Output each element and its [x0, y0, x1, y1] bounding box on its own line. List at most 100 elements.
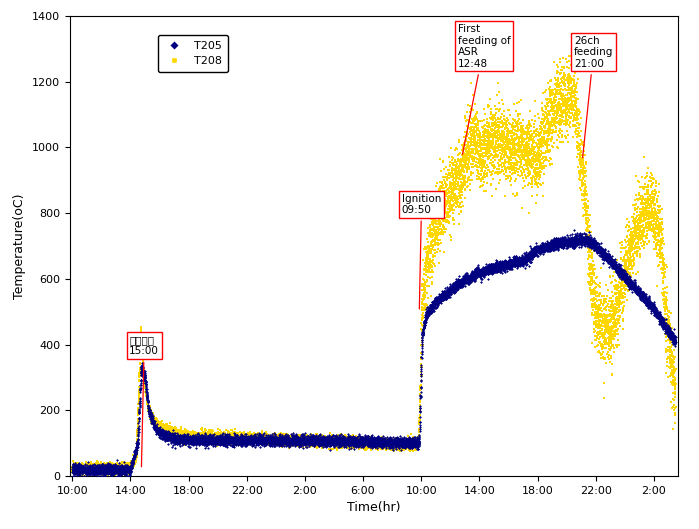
Point [126, 461, 137, 470]
Point [192, 428, 203, 437]
Point [122, 467, 134, 476]
Point [68, 463, 79, 471]
Point [403, 437, 414, 446]
Point [289, 432, 301, 440]
Point [200, 434, 211, 442]
Point [534, 172, 545, 181]
Point [443, 291, 454, 300]
Point [574, 160, 585, 168]
Point [513, 143, 524, 151]
Point [412, 439, 423, 448]
Point [632, 229, 643, 238]
Point [338, 439, 350, 447]
Point [651, 213, 662, 222]
Point [192, 432, 203, 440]
Point [149, 419, 160, 428]
Point [85, 470, 96, 478]
Point [624, 286, 635, 294]
Point [593, 306, 604, 315]
Point [117, 459, 129, 468]
Point [317, 438, 329, 446]
Point [317, 439, 329, 447]
Point [99, 464, 110, 473]
Point [386, 439, 397, 448]
Point [211, 434, 222, 442]
Point [448, 282, 459, 291]
Point [82, 462, 94, 470]
Point [533, 247, 544, 255]
Point [254, 439, 265, 447]
Point [106, 471, 117, 479]
Point [630, 233, 642, 241]
Point [661, 282, 672, 291]
Point [387, 445, 398, 454]
Point [626, 256, 637, 264]
Point [384, 440, 395, 448]
Point [399, 440, 410, 448]
Point [152, 427, 163, 436]
Point [540, 241, 552, 249]
Point [551, 241, 562, 250]
Point [477, 156, 489, 165]
Point [123, 462, 134, 471]
Point [538, 138, 549, 147]
Point [401, 438, 412, 446]
Point [564, 239, 575, 248]
Point [461, 271, 473, 280]
Point [225, 433, 236, 441]
Point [273, 440, 284, 449]
Point [654, 209, 665, 217]
Point [647, 306, 658, 315]
Point [628, 285, 640, 294]
Point [439, 217, 450, 225]
Point [82, 463, 93, 471]
Point [644, 195, 656, 203]
Point [666, 326, 677, 335]
Point [647, 193, 658, 202]
Point [505, 261, 517, 270]
Point [440, 291, 452, 300]
Point [277, 436, 288, 445]
Point [219, 431, 231, 440]
Point [353, 439, 364, 448]
Point [637, 291, 649, 299]
Point [408, 439, 419, 448]
Point [514, 141, 526, 150]
Point [346, 442, 357, 450]
Point [477, 271, 489, 279]
Point [462, 273, 473, 282]
Point [117, 465, 129, 473]
Point [172, 436, 183, 445]
Point [508, 130, 519, 139]
Point [568, 122, 579, 130]
Point [302, 432, 313, 441]
Point [532, 147, 543, 155]
Point [491, 91, 503, 99]
Point [329, 436, 340, 445]
Point [356, 440, 368, 448]
Point [389, 439, 401, 448]
Point [257, 433, 268, 441]
Point [619, 267, 630, 276]
Point [539, 246, 550, 254]
Point [78, 465, 89, 473]
Point [89, 467, 101, 475]
Point [106, 466, 117, 474]
Point [658, 269, 670, 277]
Point [419, 281, 430, 290]
Point [330, 440, 341, 448]
Point [391, 439, 402, 447]
Point [599, 340, 610, 348]
Point [120, 463, 131, 472]
Point [247, 439, 258, 447]
Point [636, 289, 647, 298]
Point [131, 451, 142, 459]
Point [530, 155, 541, 163]
Point [414, 411, 425, 419]
Point [206, 432, 217, 441]
Point [596, 247, 607, 256]
Point [473, 175, 484, 183]
Point [426, 231, 438, 239]
Point [133, 430, 144, 438]
Point [545, 117, 556, 126]
